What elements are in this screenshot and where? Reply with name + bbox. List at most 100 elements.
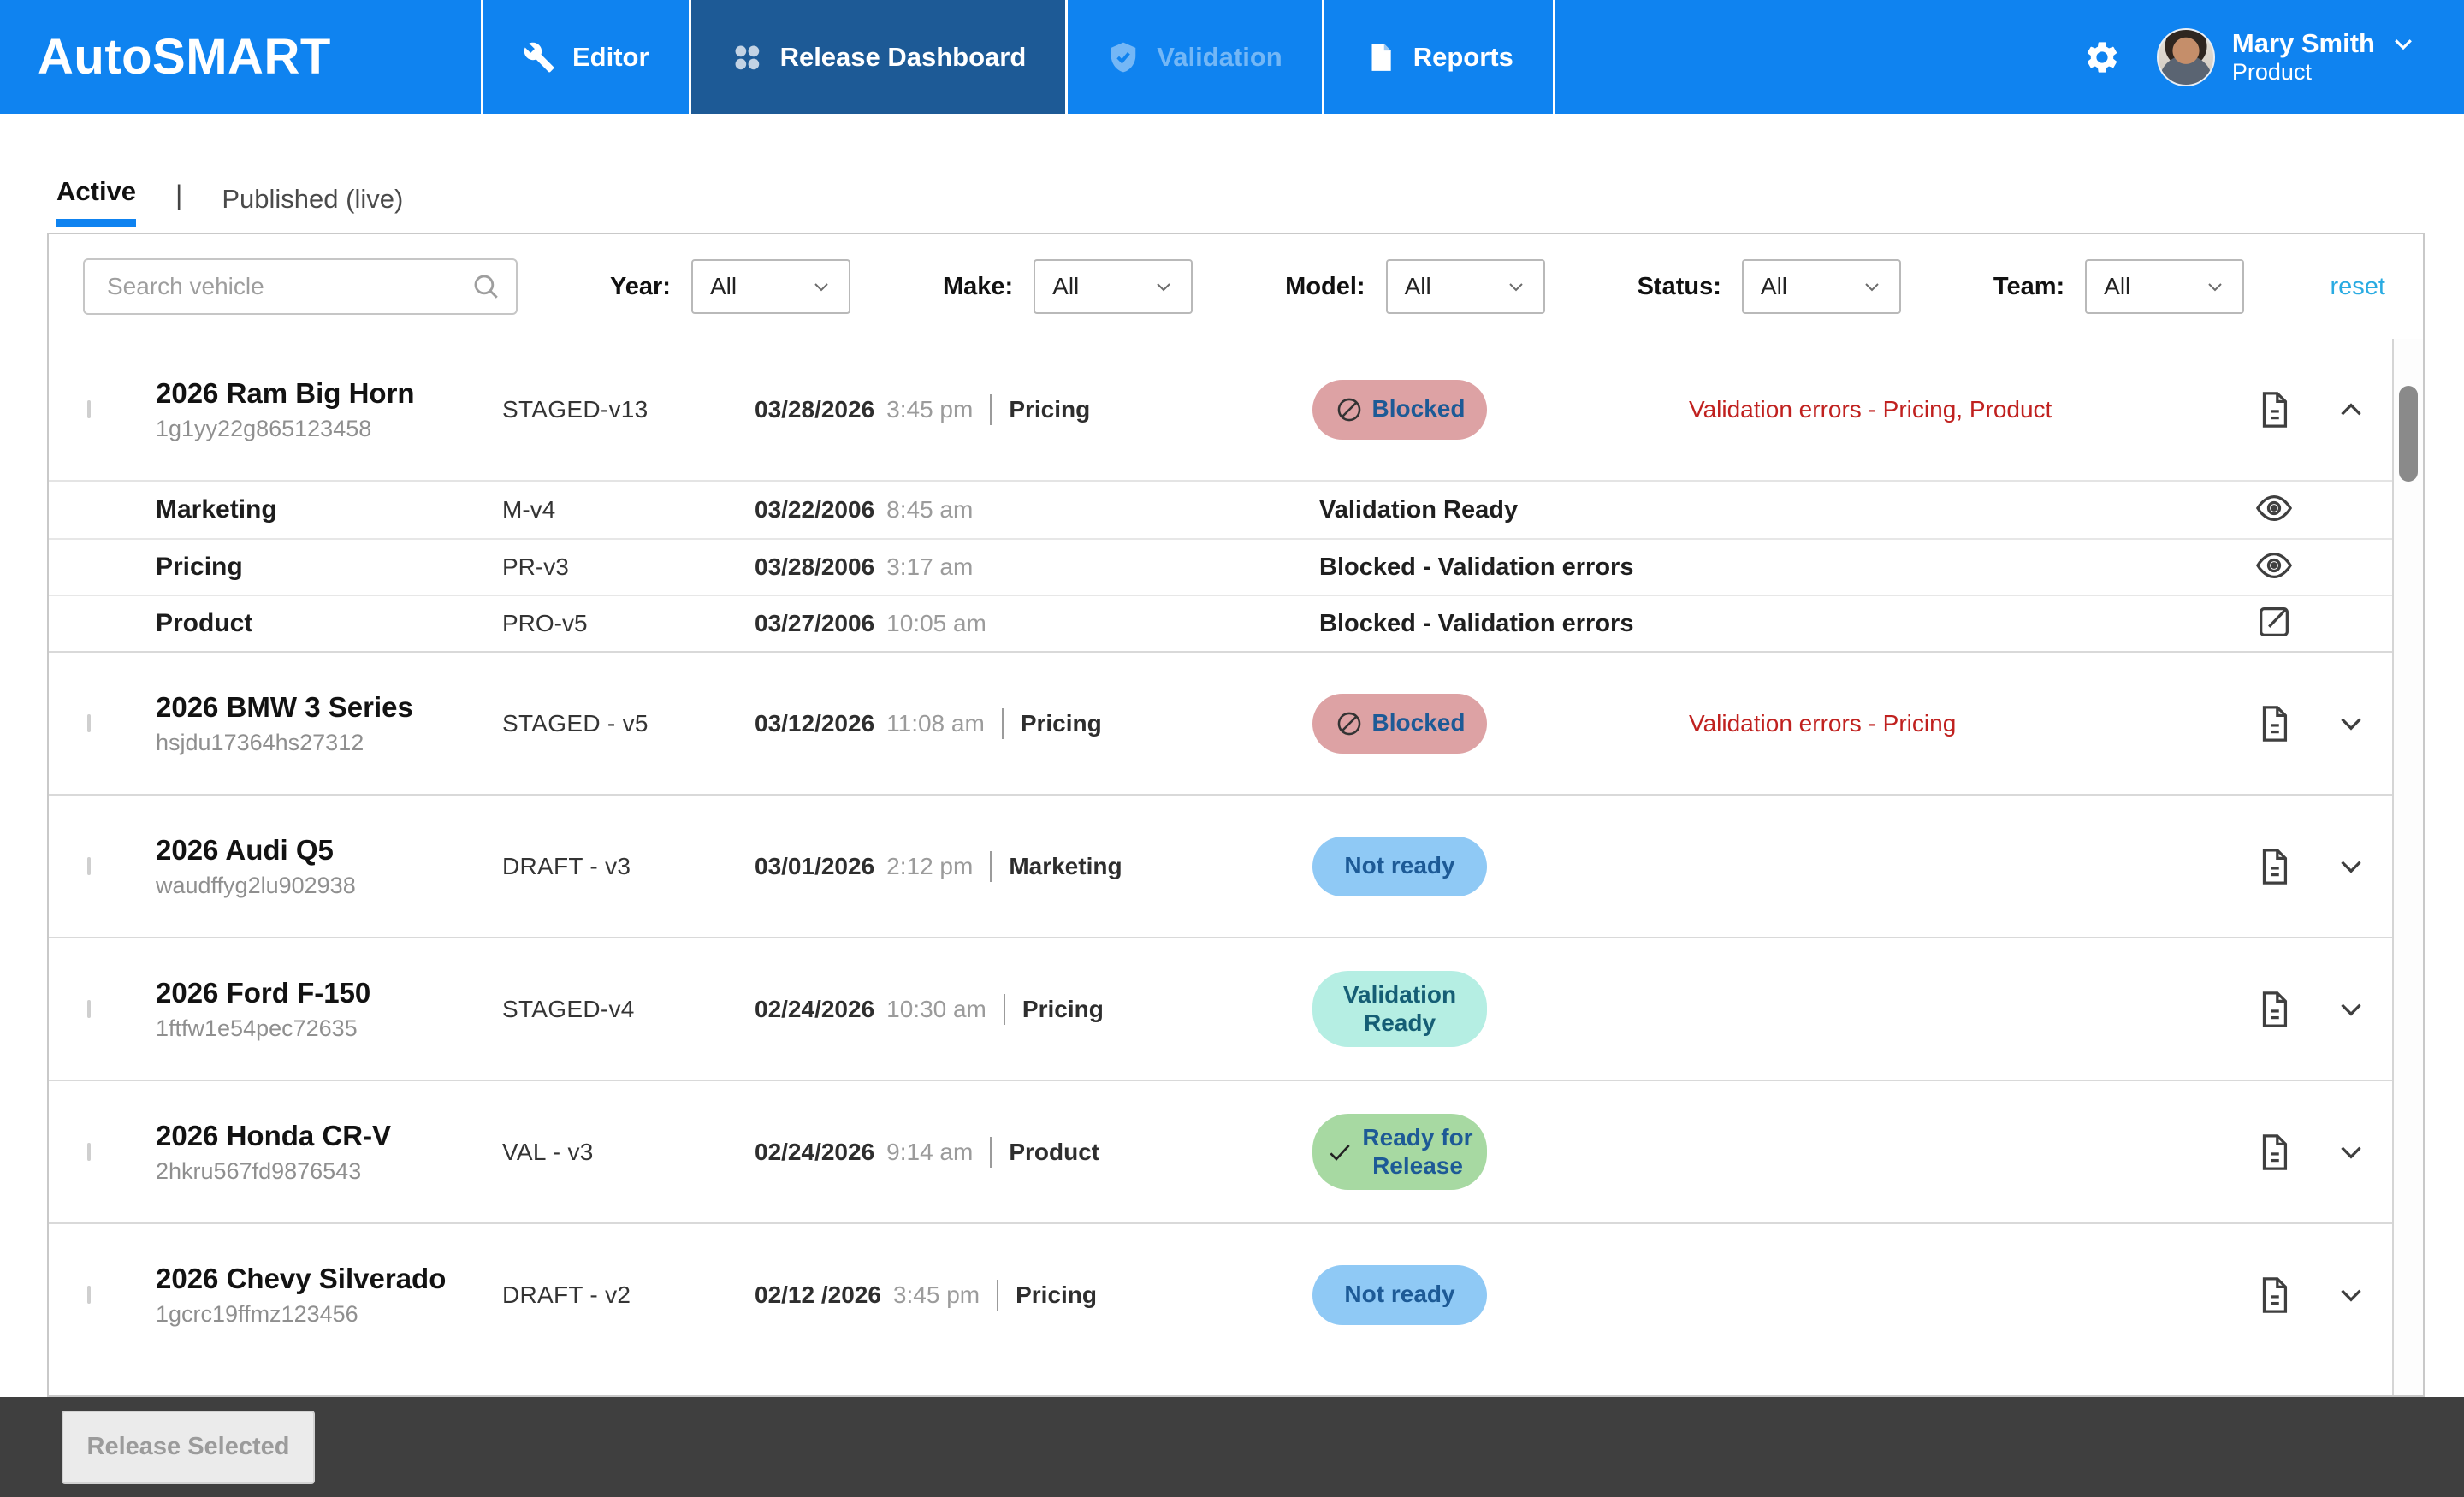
badge-cell: Validation Ready xyxy=(1276,971,1499,1047)
model-select[interactable]: All xyxy=(1385,259,1545,314)
edit-icon[interactable] xyxy=(2254,602,2294,642)
scrollbar-thumb[interactable] xyxy=(2399,386,2418,482)
blocked-icon xyxy=(1337,712,1360,735)
gear-icon[interactable] xyxy=(2083,38,2121,76)
row-time: 3:45 pm xyxy=(892,1281,980,1308)
wrench-icon xyxy=(524,42,554,72)
document-icon[interactable] xyxy=(2254,1275,2294,1315)
chevron-down-icon xyxy=(1157,283,1170,292)
row-time: 11:08 am xyxy=(886,709,985,737)
subrow-version: PRO-v5 xyxy=(502,610,588,636)
datetime-cell: 03/01/2026 2:12 pm Marketing xyxy=(755,850,1276,882)
version-label: STAGED - v5 xyxy=(502,709,649,737)
chevron-down-icon xyxy=(1865,283,1879,292)
vehicle-vin: 1g1yy22g865123458 xyxy=(156,416,372,442)
file-icon xyxy=(1371,43,1391,71)
make-select[interactable]: All xyxy=(1034,259,1194,314)
status-select[interactable]: All xyxy=(1741,259,1901,314)
row-date: 02/12 /2026 xyxy=(755,1281,881,1308)
status-badge: Blocked xyxy=(1312,379,1487,440)
chevron-toggle-icon[interactable] xyxy=(2336,394,2366,425)
chevron-toggle-icon[interactable] xyxy=(2336,1280,2366,1311)
filter-bar: Year: All Make: All Model: All Status: A… xyxy=(49,234,2423,339)
document-icon[interactable] xyxy=(2254,990,2294,1029)
subrow-datetime: 03/22/2006 8:45 am xyxy=(755,496,1276,524)
release-panel: Year: All Make: All Model: All Status: A… xyxy=(47,233,2425,1397)
subrow-version: M-v4 xyxy=(502,496,556,523)
document-icon[interactable] xyxy=(2254,1133,2294,1172)
search-icon xyxy=(474,275,498,299)
row-checkbox[interactable] xyxy=(87,399,91,418)
chevron-down-icon[interactable] xyxy=(2390,31,2416,56)
vehicle-row-block: 2026 Ram Big Horn 1g1yy22g865123458 STAG… xyxy=(49,339,2392,651)
table-row[interactable]: 2026 Audi Q5 waudffyg2lu902938 DRAFT - v… xyxy=(49,796,2392,937)
nav-tab-validation[interactable]: Validation xyxy=(1068,0,1324,114)
badge-cell: Not ready xyxy=(1276,1264,1499,1325)
document-icon[interactable] xyxy=(2254,704,2294,743)
team-select[interactable]: All xyxy=(2085,259,2245,314)
select-value: All xyxy=(1404,273,1431,299)
row-checkbox[interactable] xyxy=(87,1285,91,1304)
user-role: Product xyxy=(2231,58,2312,85)
chevron-toggle-icon[interactable] xyxy=(2336,1137,2366,1168)
tab-published[interactable]: Published (live) xyxy=(222,184,404,214)
row-time: 2:12 pm xyxy=(886,852,974,879)
vehicle-cell: 2026 Chevy Silverado 1gcrc19ffmz123456 xyxy=(156,1262,502,1328)
filter-year: Year: All xyxy=(610,259,850,314)
user-text: Mary Smith Product xyxy=(2232,28,2416,86)
subrow-status: Validation Ready xyxy=(1319,495,1519,524)
row-checkbox[interactable] xyxy=(87,1142,91,1161)
document-icon[interactable] xyxy=(2254,390,2294,429)
version-label: DRAFT - v3 xyxy=(502,852,631,879)
year-select[interactable]: All xyxy=(690,259,850,314)
eye-icon[interactable] xyxy=(2254,546,2294,585)
row-date: 03/01/2026 xyxy=(755,852,875,879)
nav-tab-label: Editor xyxy=(572,41,649,72)
release-selected-button[interactable]: Release Selected xyxy=(62,1410,315,1484)
document-icon[interactable] xyxy=(2254,847,2294,886)
vehicle-vin: 1gcrc19ffmz123456 xyxy=(156,1301,358,1328)
badge-cell: Blocked xyxy=(1276,379,1499,440)
table-row[interactable]: 2026 Ram Big Horn 1g1yy22g865123458 STAG… xyxy=(49,339,2392,480)
view-tabs: Active | Published (live) xyxy=(0,114,2464,227)
nav-tab-release-dashboard[interactable]: Release Dashboard xyxy=(690,0,1069,114)
datetime-cell: 02/12 /2026 3:45 pm Pricing xyxy=(755,1279,1276,1311)
vehicle-row-block: 2026 BMW 3 Series hsjdu17364hs27312 STAG… xyxy=(49,651,2392,794)
subrow-time: 3:17 am xyxy=(886,553,974,580)
chevron-toggle-icon[interactable] xyxy=(2336,708,2366,739)
row-checkbox[interactable] xyxy=(87,713,91,732)
table-row[interactable]: 2026 Chevy Silverado 1gcrc19ffmz123456 D… xyxy=(49,1224,2392,1365)
vehicle-cell: 2026 Honda CR-V 2hkru567fd9876543 xyxy=(156,1119,502,1186)
status-badge: Ready for Release xyxy=(1312,1114,1487,1190)
row-time: 10:30 am xyxy=(886,995,986,1022)
subrow-date: 03/22/2006 xyxy=(755,496,875,523)
chevron-toggle-icon[interactable] xyxy=(2336,851,2366,882)
status-badge-label: Validation Ready xyxy=(1342,981,1457,1036)
version-label: STAGED-v13 xyxy=(502,395,649,423)
table-row[interactable]: 2026 BMW 3 Series hsjdu17364hs27312 STAG… xyxy=(49,653,2392,794)
nav-tab-reports[interactable]: Reports xyxy=(1324,0,1555,114)
search-input[interactable] xyxy=(83,258,518,315)
tab-active[interactable]: Active xyxy=(56,176,137,227)
select-value: All xyxy=(1052,273,1080,299)
scrollbar-track[interactable] xyxy=(2392,339,2423,1395)
row-checkbox[interactable] xyxy=(87,999,91,1018)
footer-action-bar: Release Selected xyxy=(0,1397,2464,1497)
filter-label: Status: xyxy=(1637,272,1721,300)
row-date: 02/24/2026 xyxy=(755,995,875,1022)
badge-cell: Blocked xyxy=(1276,693,1499,754)
table-row[interactable]: 2026 Ford F-150 1ftfw1e54pec72635 STAGED… xyxy=(49,938,2392,1080)
datetime-divider xyxy=(1001,707,1004,739)
search-box xyxy=(83,258,518,315)
reset-filters-link[interactable]: reset xyxy=(2330,272,2385,300)
vehicle-cell: 2026 Ford F-150 1ftfw1e54pec72635 xyxy=(156,976,502,1043)
user-menu[interactable]: Mary Smith Product xyxy=(2156,27,2416,86)
row-team: Pricing xyxy=(1020,709,1102,737)
nav-tab-editor[interactable]: Editor xyxy=(483,0,691,114)
chevron-toggle-icon[interactable] xyxy=(2336,994,2366,1025)
eye-icon[interactable] xyxy=(2254,488,2294,528)
row-error: Validation errors - Pricing, Product xyxy=(1689,395,2052,423)
table-row[interactable]: 2026 Honda CR-V 2hkru567fd9876543 VAL - … xyxy=(49,1081,2392,1222)
status-badge: Blocked xyxy=(1312,693,1487,754)
row-checkbox[interactable] xyxy=(87,856,91,875)
